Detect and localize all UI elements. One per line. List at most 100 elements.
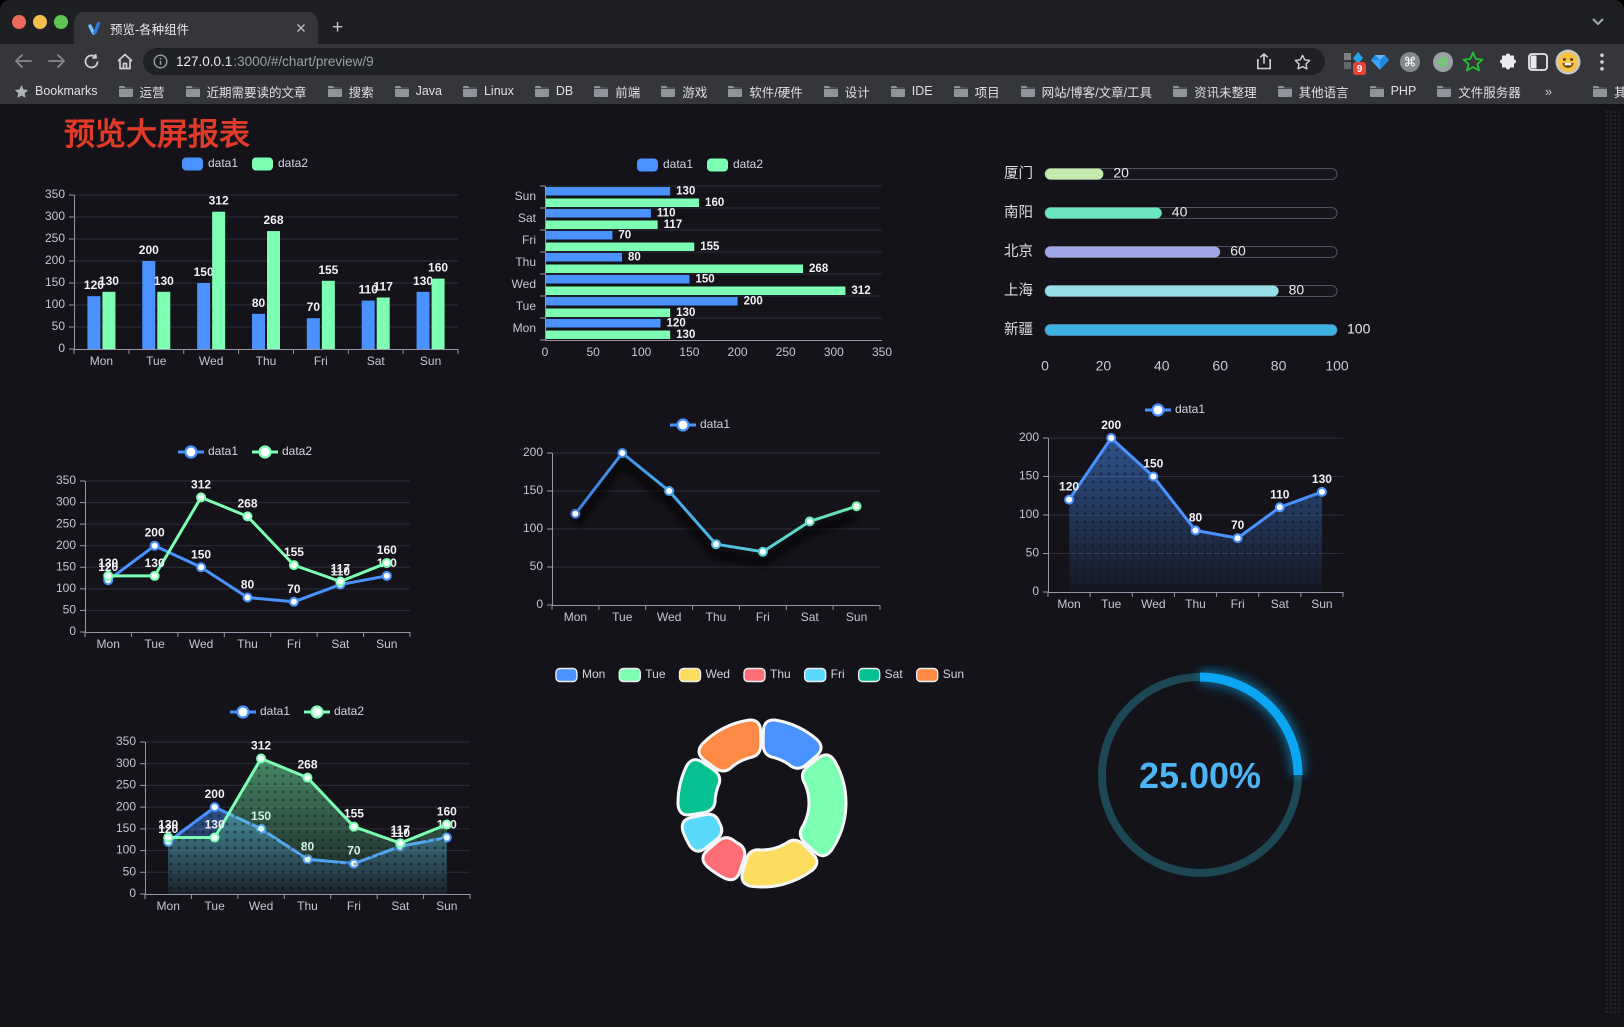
data-point[interactable] (209, 832, 220, 843)
data-point[interactable] (570, 508, 581, 519)
legend-item[interactable]: data2 (252, 156, 308, 171)
legend-item[interactable]: data2 (304, 704, 364, 719)
legend[interactable]: data1 (669, 417, 730, 432)
data-point[interactable] (196, 562, 207, 573)
data-point[interactable] (381, 557, 392, 568)
data-point[interactable] (288, 560, 299, 571)
pie-slice-Thu[interactable] (701, 836, 747, 882)
bar[interactable] (546, 198, 700, 208)
legend-item[interactable]: Thu (743, 667, 791, 683)
data-point[interactable] (381, 570, 392, 581)
forward-button[interactable] (40, 54, 74, 68)
extensions-puzzle-icon[interactable] (1493, 48, 1521, 76)
bookmark-folder-16[interactable]: 文件服务器 (1436, 82, 1521, 101)
bar[interactable] (416, 291, 430, 349)
share-icon[interactable] (1256, 53, 1272, 70)
chart-gauge-canvas[interactable]: 25.00% (1095, 665, 1315, 885)
bar[interactable] (546, 242, 695, 252)
site-info-icon[interactable] (153, 54, 168, 69)
legend[interactable]: Mon Tue Wed Thu Fri Sat Sun (555, 667, 964, 683)
bookmarks-overflow-chevron[interactable]: » (1544, 83, 1553, 99)
data-point[interactable] (1106, 433, 1117, 443)
bookmark-folder-12[interactable]: 网站/博客/文章/工具 (1020, 82, 1152, 101)
bar[interactable] (546, 275, 690, 284)
bookmark-star-icon[interactable] (1294, 54, 1311, 70)
bar[interactable] (321, 280, 335, 349)
reload-button[interactable] (74, 53, 108, 70)
bookmark-folder-14[interactable]: 其他语言 (1277, 82, 1349, 101)
bookmarks-root[interactable]: Bookmarks (14, 84, 98, 99)
data-point[interactable] (1064, 494, 1075, 505)
bar[interactable] (546, 330, 671, 340)
data-point[interactable] (395, 838, 406, 849)
chart-progress-list-canvas[interactable]: 厦门 20 南阳 40 北京 60 上海 80 新疆 100 0 20 40 60 80 100 (995, 155, 1380, 385)
data-point[interactable] (196, 492, 207, 503)
bookmark-folder-10[interactable]: IDE (890, 84, 933, 98)
data-point[interactable] (149, 570, 160, 581)
legend-item[interactable]: Wed (678, 667, 730, 683)
legend[interactable]: data1 (1144, 402, 1205, 417)
data-point[interactable] (256, 753, 267, 764)
bar[interactable] (157, 291, 171, 349)
bar[interactable] (252, 313, 265, 349)
pie-slice-Wed[interactable] (740, 838, 819, 889)
bar[interactable] (212, 211, 226, 349)
bar[interactable] (546, 264, 804, 274)
bookmark-folder-13[interactable]: 资讯未整理 (1172, 82, 1257, 101)
legend-item[interactable]: data2 (252, 444, 312, 459)
browser-menu-icon[interactable] (1588, 48, 1616, 76)
bar[interactable] (431, 278, 445, 349)
bar[interactable] (267, 231, 280, 349)
data-point[interactable] (302, 772, 313, 783)
bar[interactable] (546, 308, 671, 318)
traffic-light-zoom[interactable] (54, 15, 68, 29)
extension-star-icon[interactable] (1459, 48, 1487, 76)
bar[interactable] (87, 296, 101, 349)
pie-slice-Fri[interactable] (680, 812, 724, 853)
data-point[interactable] (1148, 471, 1159, 482)
data-point[interactable] (757, 546, 768, 557)
legend-item[interactable]: data2 (707, 157, 763, 172)
bar[interactable] (102, 291, 116, 349)
profile-avatar[interactable] (1554, 48, 1582, 76)
data-point[interactable] (851, 501, 862, 512)
data-point[interactable] (1232, 533, 1243, 544)
legend-item[interactable]: Fri (803, 667, 845, 683)
chart-line-area-double-canvas[interactable]: data1 data2 0 50 100 150 200 250 300 350 Mon Tue Wed… (95, 668, 483, 920)
legend-item[interactable]: data1 (669, 417, 730, 432)
chart-line-gradient-canvas[interactable]: data1 0 50 100 150 200 Mon Tue Wed Thu Fri Sat Sun (505, 398, 893, 632)
bar[interactable] (197, 283, 211, 349)
legend[interactable]: data1 data2 (181, 156, 308, 171)
tab-close-icon[interactable] (296, 23, 306, 33)
legend-item[interactable]: data1 (181, 156, 238, 171)
other-bookmarks[interactable]: 其他书签 (1592, 82, 1624, 101)
pie-slice-Tue[interactable] (798, 753, 848, 858)
bar[interactable] (142, 261, 156, 349)
extension-command-icon[interactable]: ⌘ (1396, 48, 1424, 76)
data-point[interactable] (1274, 502, 1285, 513)
legend-item[interactable]: Tue (618, 667, 666, 683)
bar[interactable] (546, 209, 651, 218)
bookmark-folder-11[interactable]: 项目 (953, 82, 1000, 101)
chart-bar-horizontal-canvas[interactable]: data1 data2 0 50 100 150 200 250 300 350 Mon Tue Wed… (505, 150, 893, 370)
data-point[interactable] (1316, 486, 1327, 497)
data-point[interactable] (617, 448, 628, 458)
new-tab-button[interactable]: + (332, 17, 344, 38)
traffic-light-close[interactable] (12, 15, 26, 29)
bookmark-folder-9[interactable]: 设计 (823, 82, 870, 101)
bookmark-folder-0[interactable]: 运营 (118, 82, 165, 101)
bar[interactable] (376, 297, 390, 349)
bookmark-folder-4[interactable]: Linux (462, 84, 514, 98)
bar[interactable] (546, 297, 738, 306)
bar[interactable] (306, 318, 320, 349)
tab-search-chevron-icon[interactable] (1592, 18, 1604, 26)
extension-tasks-icon[interactable]: 9 (1340, 48, 1368, 76)
data-point[interactable] (209, 802, 220, 813)
legend-item[interactable]: data1 (636, 157, 693, 172)
data-point[interactable] (804, 516, 815, 527)
address-bar[interactable]: 127.0.0.1 :3000/#/chart/preview/9 (143, 48, 1325, 75)
side-panel-icon[interactable] (1524, 48, 1552, 76)
data-point[interactable] (149, 540, 160, 551)
bookmark-folder-1[interactable]: 近期需要读的文章 (185, 82, 307, 101)
chart-donut-canvas[interactable]: Mon Tue Wed Thu Fri Sat Sun (540, 660, 988, 912)
